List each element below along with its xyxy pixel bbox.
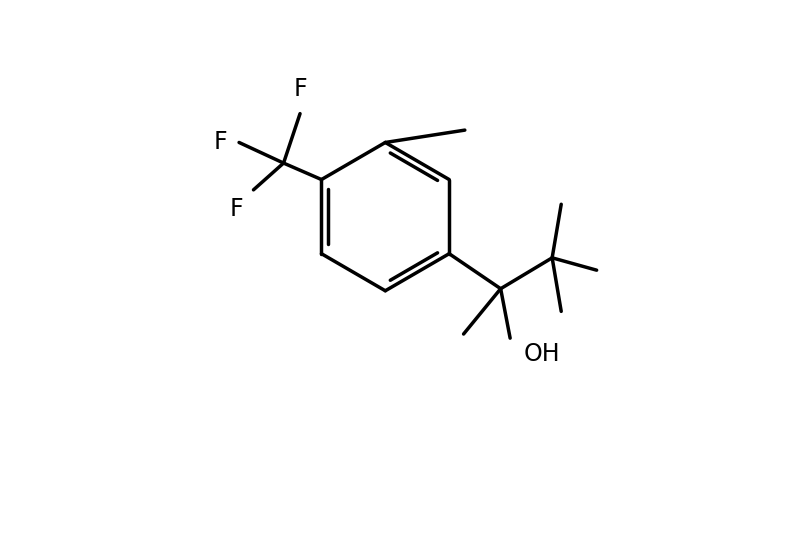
Text: F: F (214, 131, 228, 155)
Text: OH: OH (523, 342, 560, 366)
Text: F: F (229, 197, 243, 221)
Text: F: F (293, 77, 307, 101)
